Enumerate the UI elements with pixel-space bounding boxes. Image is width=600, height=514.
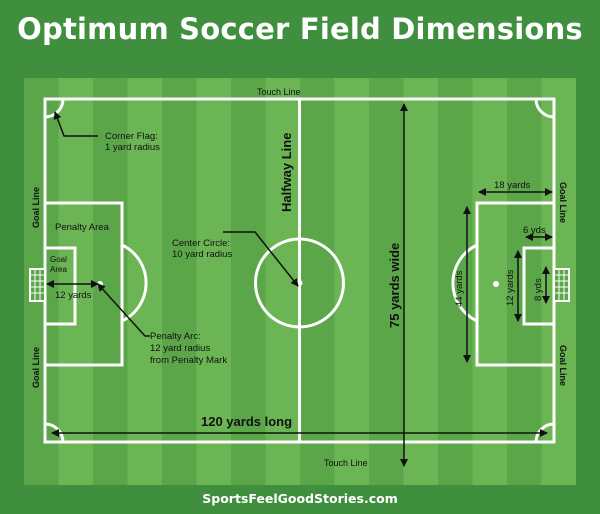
field-stripe bbox=[334, 78, 369, 485]
penalty-arc-label-line3: from Penalty Mark bbox=[150, 355, 227, 366]
halfway-line-label: Halfway Line bbox=[279, 133, 294, 212]
diagram-labels: Touch Line Touch Line Corner Flag: 1 yar… bbox=[31, 87, 568, 468]
penalty-mark-distance-label: 12 yards bbox=[55, 290, 92, 301]
field-stripe bbox=[403, 78, 438, 485]
goal-left bbox=[29, 268, 46, 302]
source-credit: SportsFeelGoodStories.com bbox=[202, 491, 398, 506]
center-circle-label-line2: 10 yard radius bbox=[172, 249, 232, 260]
penalty-area-depth-label: 18 yards bbox=[494, 180, 531, 191]
page-title: Optimum Soccer Field Dimensions bbox=[17, 12, 583, 46]
goal-area-label-line1: Goal bbox=[50, 255, 67, 264]
goal-area-width-label: 12 yards bbox=[505, 269, 516, 306]
center-circle bbox=[254, 237, 345, 329]
penalty-area-width-label: 44 yards bbox=[454, 270, 465, 307]
goal-line-left-bottom-label: Goal Line bbox=[31, 347, 41, 388]
corner-flag-leader bbox=[53, 111, 98, 137]
corner-arc-top-right bbox=[534, 98, 555, 119]
penalty-arc-label-line2: 12 yard radius bbox=[150, 343, 210, 354]
field-width-label: 75 yards wide bbox=[387, 243, 402, 328]
penalty-arc-leader bbox=[97, 283, 150, 337]
goal-area-label-line2: Area bbox=[50, 265, 67, 274]
penalty-arc-label-line1: Penalty Arc: bbox=[150, 331, 201, 342]
touch-line-top-label: Touch Line bbox=[257, 87, 301, 97]
field-length-label: 120 yards long bbox=[201, 414, 292, 429]
goal-line-left-top-label: Goal Line bbox=[31, 187, 41, 228]
corner-flag-label-line1: Corner Flag: bbox=[105, 131, 158, 142]
goal-line-right-bottom-label: Goal Line bbox=[558, 345, 568, 386]
field-stripe bbox=[196, 78, 231, 485]
goal-right bbox=[553, 268, 570, 302]
center-circle-leader bbox=[223, 231, 299, 287]
goal-width-label: 8 yds bbox=[533, 278, 544, 301]
dimension-lines bbox=[46, 103, 553, 467]
goal-area-depth-label: 6 yds bbox=[523, 225, 546, 236]
corner-flag-label-line2: 1 yard radius bbox=[105, 142, 160, 153]
center-circle-label-line1: Center Circle: bbox=[172, 238, 230, 249]
penalty-mark-right bbox=[493, 281, 499, 287]
goal-line-right-top-label: Goal Line bbox=[558, 182, 568, 223]
touch-line-bottom-label: Touch Line bbox=[324, 458, 368, 468]
penalty-area-label: Penalty Area bbox=[55, 222, 110, 233]
penalty-arc-left bbox=[121, 243, 148, 323]
